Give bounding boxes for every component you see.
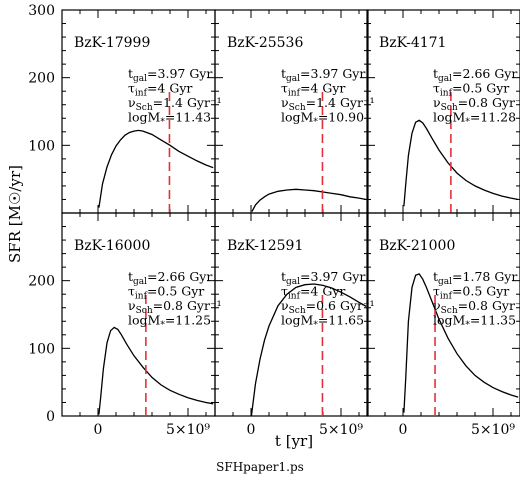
annot-nu-sch: νSch=1.4 Gyr⁻¹: [281, 95, 375, 113]
x-tick-label: 5×10⁹: [166, 422, 210, 438]
x-tick-label: 0: [94, 422, 103, 438]
y-tick-label: 100: [28, 341, 55, 357]
panel-frame: [214, 212, 369, 417]
y-tick-label: 200: [28, 71, 55, 87]
sfr-curve: [403, 273, 519, 413]
y-tick-label: 300: [28, 3, 55, 19]
annot-nu-sch: νSch=0.8 Gyr⁻¹: [433, 298, 520, 316]
sfr-curve: [250, 283, 367, 417]
annot-nu-sch: νSch=0.6 Gyr⁻¹: [281, 298, 375, 316]
annot-t-gal: tgal=2.66 Gyr: [433, 66, 517, 84]
panel-label: BzK-25536: [227, 35, 303, 51]
annot-nu-sch: νSch=0.8 Gyr⁻¹: [433, 95, 520, 113]
panel-label: BzK-16000: [74, 238, 150, 254]
annot-nu-sch: νSch=0.8 Gyr⁻¹: [128, 298, 222, 316]
annot-logm: logM*=11.43: [128, 110, 211, 128]
annot-t-gal: tgal=3.97 Gyr: [128, 66, 212, 84]
panel-label: BzK-12591: [227, 238, 303, 254]
y-tick-label: 100: [28, 138, 55, 154]
sfr-curve: [98, 326, 214, 415]
panel-frame: [366, 212, 520, 417]
annot-logm: logM*=11.28: [433, 110, 516, 128]
annot-tau-inf: τinf=4 Gyr: [281, 284, 345, 302]
annot-nu-sch: νSch=1.4 Gyr⁻¹: [128, 95, 222, 113]
annot-logm: logM*=11.35: [433, 313, 516, 331]
annot-tau-inf: τinf=0.5 Gyr: [128, 284, 204, 302]
annot-logm: logM*=11.25: [128, 313, 211, 331]
x-tick-label: 0: [399, 422, 408, 438]
panel-label: BzK-17999: [74, 35, 150, 51]
x-tick-label: 5×10⁹: [319, 422, 363, 438]
annot-t-gal: tgal=3.97 Gyr: [281, 269, 365, 287]
sfr-curve: [403, 119, 519, 207]
panel-label: BzK-21000: [379, 238, 455, 254]
y-axis-label: SFR [M☉/yr]: [6, 165, 24, 263]
annot-logm: logM*=10.90: [281, 110, 364, 128]
x-tick-label: 5×10⁹: [471, 422, 515, 438]
annot-t-gal: tgal=3.97 Gyr: [281, 66, 365, 84]
panel-label: BzK-4171: [379, 35, 446, 51]
annot-tau-inf: τinf=0.5 Gyr: [433, 81, 509, 99]
annot-tau-inf: τinf=4 Gyr: [128, 81, 192, 99]
y-tick-label: 0: [46, 409, 55, 425]
annot-t-gal: tgal=2.66 Gyr: [128, 269, 212, 287]
annot-tau-inf: τinf=4 Gyr: [281, 81, 345, 99]
sfr-curve: [98, 129, 214, 208]
annot-t-gal: tgal=1.78 Gyr: [433, 269, 517, 287]
x-tick-label: 0: [247, 422, 256, 438]
x-axis-label: t [yr]: [275, 432, 313, 450]
figure-caption: SFHpaper1.ps: [216, 460, 304, 474]
sfr-curve: [251, 188, 367, 212]
y-tick-label: 200: [28, 274, 55, 290]
shared-axis-labels: SFR [M☉/yr] t [yr]: [6, 165, 313, 450]
annot-logm: logM*=11.65: [281, 313, 364, 331]
annot-tau-inf: τinf=0.5 Gyr: [433, 284, 509, 302]
